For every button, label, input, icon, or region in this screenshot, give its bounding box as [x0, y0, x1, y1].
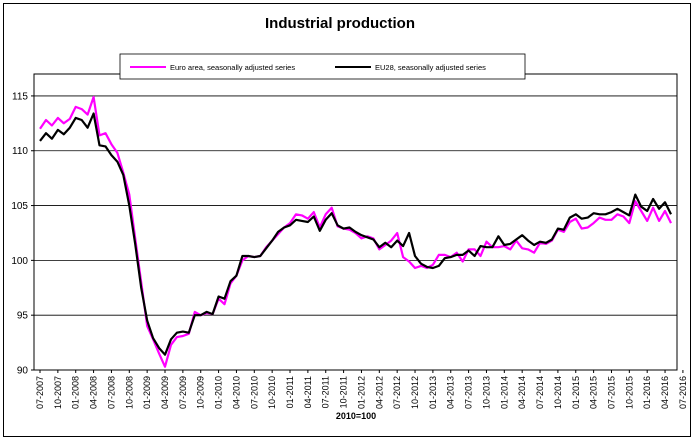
x-tick-label: 10-2014: [553, 376, 563, 409]
x-tick-label: 07-2008: [106, 376, 116, 409]
x-tick-label: 10-2007: [53, 376, 63, 409]
x-tick-label: 04-2009: [160, 376, 170, 409]
x-tick-label: 07-2016: [678, 376, 688, 409]
x-tick-label: 10-2010: [267, 376, 277, 409]
x-tick-label: 01-2012: [356, 376, 366, 409]
y-axis: 90 95 100 105 110 115: [11, 91, 34, 377]
y-tick-label: 105: [11, 201, 28, 212]
x-tick-label: 10-2012: [410, 376, 420, 409]
x-tick-label: 10-2015: [624, 376, 634, 409]
x-tick-label: 01-2014: [499, 376, 509, 409]
x-tick-label: 10-2011: [339, 376, 349, 408]
x-tick-label: 04-2015: [589, 376, 599, 409]
x-tick-label: 07-2012: [392, 376, 402, 409]
x-tick-label: 01-2016: [642, 376, 652, 409]
y-tick-label: 110: [12, 146, 28, 157]
x-tick-label: 04-2014: [517, 376, 527, 409]
x-tick-label: 04-2008: [89, 376, 99, 409]
x-tick-label: 01-2015: [571, 376, 581, 409]
gridlines: [34, 95, 677, 316]
x-axis: 07-2007 10-2007 01-2008 04-2008 07-2008 10-20…: [35, 370, 688, 409]
x-tick-label: 04-2016: [660, 376, 670, 409]
y-tick-label: 95: [17, 311, 29, 322]
x-tick-label: 07-2014: [535, 376, 545, 409]
x-tick-label: 01-2013: [428, 376, 438, 409]
series-line-eu28: [39, 112, 672, 356]
y-tick-label: 100: [11, 256, 28, 267]
x-axis-label: 2010=100: [336, 411, 376, 421]
x-tick-label: 07-2009: [178, 376, 188, 409]
y-tick-label: 90: [17, 366, 29, 377]
x-tick-label: 07-2011: [321, 376, 331, 408]
x-tick-label: 10-2008: [124, 376, 134, 409]
x-tick-label: 01-2010: [214, 376, 224, 409]
legend-box: [119, 53, 526, 80]
x-tick-label: 04-2011: [303, 376, 313, 408]
x-tick-label: 10-2009: [196, 376, 206, 409]
legend-label-euro-area: Euro area, seasonally adjusted series: [170, 63, 295, 72]
x-tick-label: 01-2008: [71, 376, 81, 409]
x-tick-label: 10-2013: [481, 376, 491, 409]
x-tick-label: 07-2007: [35, 376, 45, 409]
legend-label-eu28: EU28, seasonally adjusted series: [375, 63, 486, 72]
legend: Euro area, seasonally adjusted series EU…: [119, 53, 526, 80]
series-lines: [39, 95, 672, 368]
x-tick-label: 04-2010: [231, 376, 241, 409]
x-tick-label: 07-2013: [464, 376, 474, 409]
x-tick-label: 07-2015: [606, 376, 616, 409]
x-tick-label: 01-2009: [142, 376, 152, 409]
plot-area-border: [33, 73, 678, 371]
x-tick-label: 07-2010: [249, 376, 259, 409]
chart-title: Industrial production: [265, 15, 415, 32]
x-tick-label: 01-2011: [285, 376, 295, 408]
x-tick-label: 04-2012: [374, 376, 384, 409]
x-tick-label: 04-2013: [446, 376, 456, 409]
y-tick-label: 115: [12, 91, 28, 102]
